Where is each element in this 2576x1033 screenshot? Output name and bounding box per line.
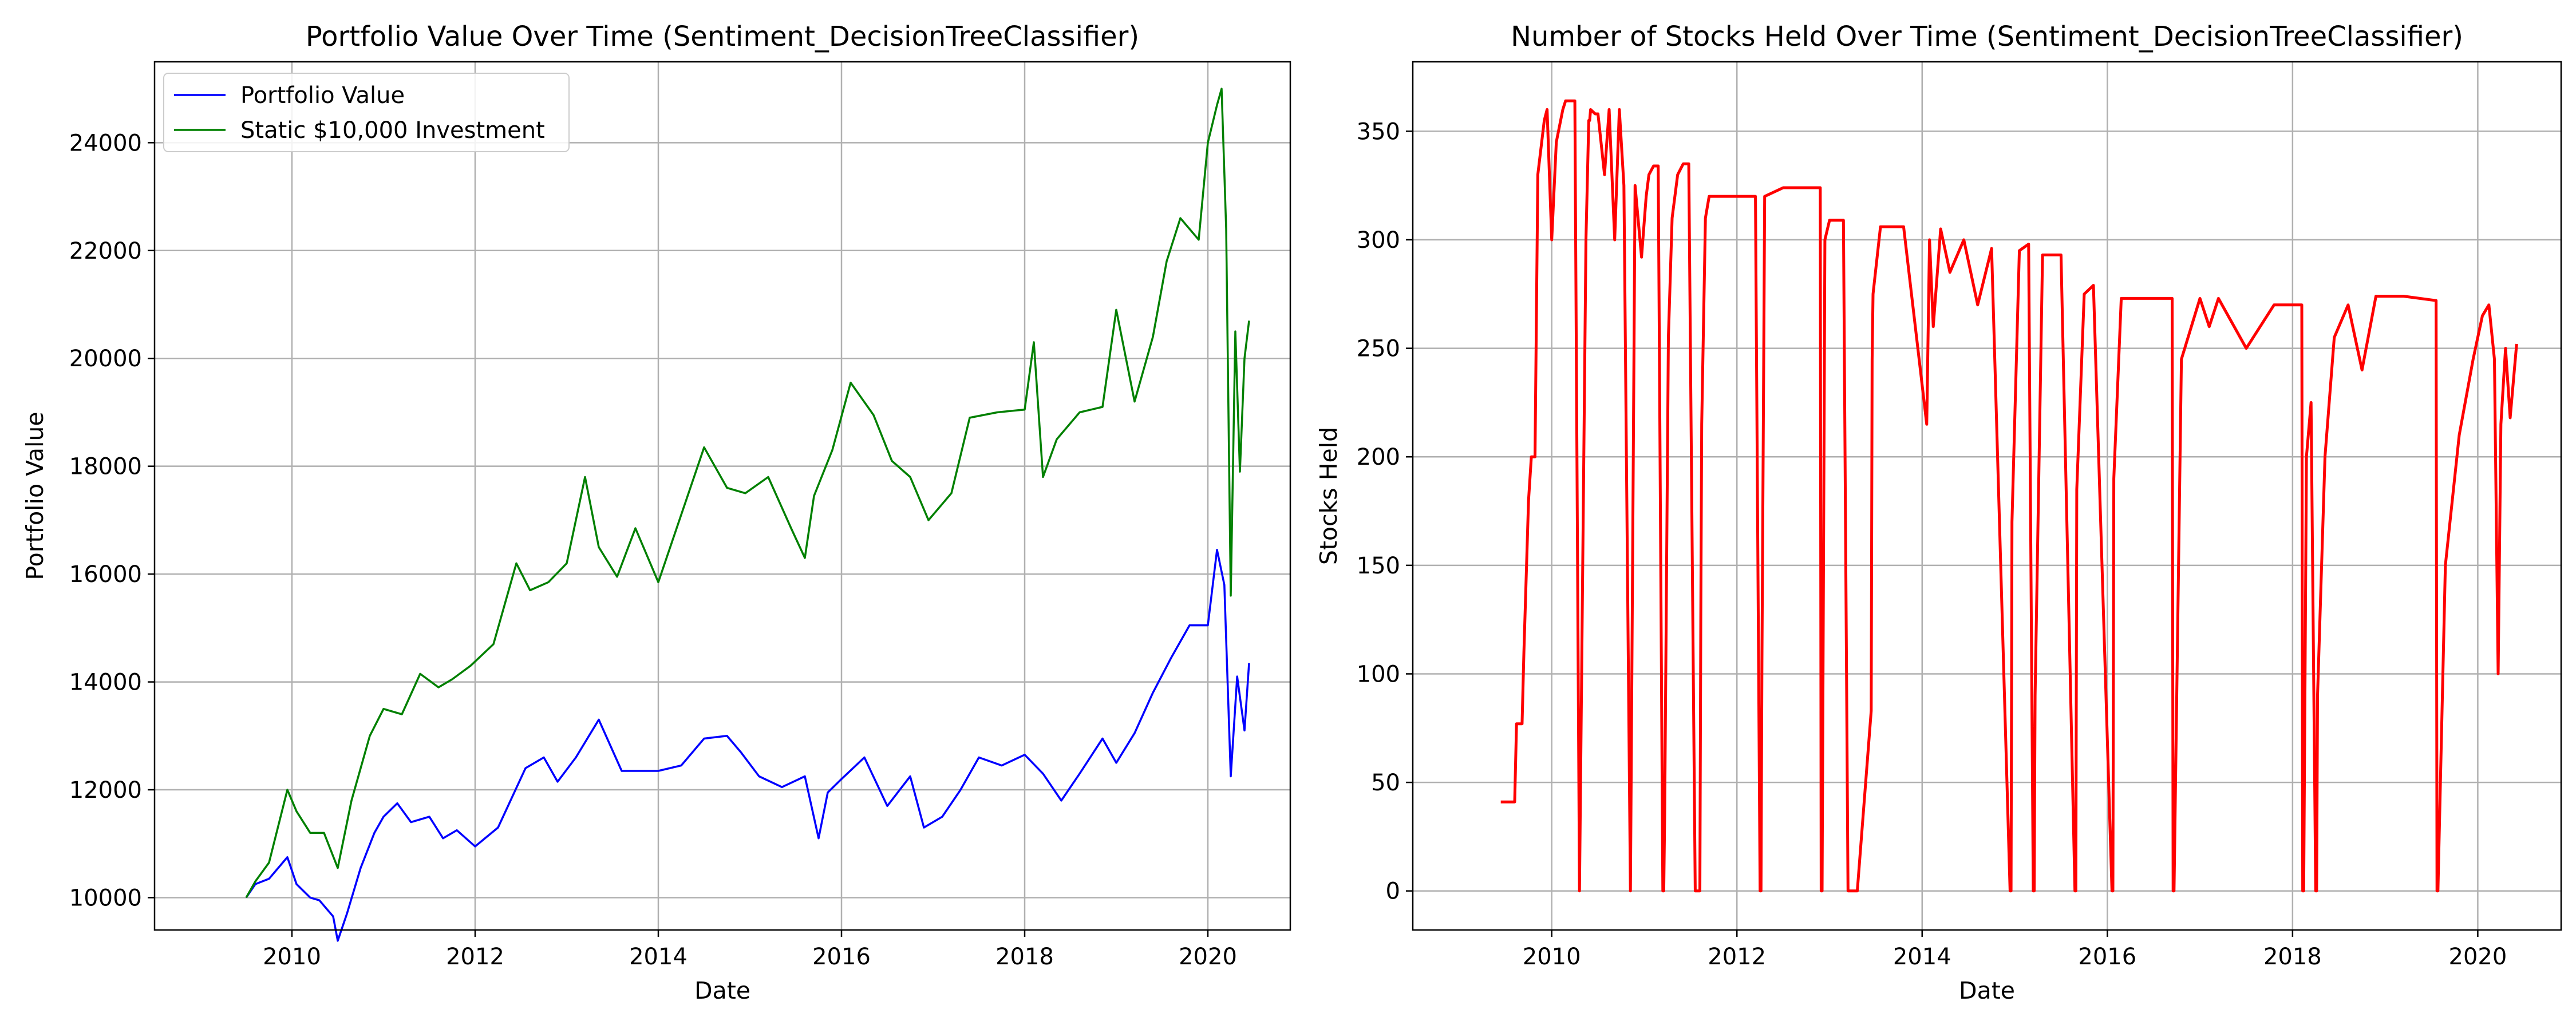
x-tick-label: 2020 xyxy=(1179,944,1237,970)
y-tick-label: 16000 xyxy=(69,561,142,588)
x-tick-label: 2020 xyxy=(2449,944,2507,970)
y-tick-label: 200 xyxy=(1357,444,1400,470)
x-tick-label: 2012 xyxy=(1708,944,1766,970)
y-tick-label: 350 xyxy=(1357,118,1400,145)
y-tick-label: 24000 xyxy=(69,130,142,156)
ticks: 2010 2012 2014 2016 2018 2020 10000 12000 14000 1… xyxy=(69,130,1237,970)
legend: Portfolio Value Static $10,000 Investmen… xyxy=(163,73,570,152)
y-tick-label: 10000 xyxy=(69,885,142,911)
y-tick-label: 18000 xyxy=(69,454,142,480)
x-tick-label: 2014 xyxy=(629,944,688,970)
y-tick-label: 50 xyxy=(1371,770,1400,796)
plot-frame xyxy=(1412,61,2562,931)
x-tick-label: 2016 xyxy=(812,944,871,970)
x-axis-label: Date xyxy=(1959,977,2015,1004)
plot-lines xyxy=(245,88,1250,942)
legend-label-portfolio-value: Portfolio Value xyxy=(240,82,405,109)
x-tick-label: 2018 xyxy=(2263,944,2322,970)
x-tick-label: 2010 xyxy=(263,944,321,970)
y-tick-label: 300 xyxy=(1357,227,1400,254)
y-tick-label: 0 xyxy=(1386,878,1400,905)
series-line-static-10-000-investment xyxy=(245,88,1250,899)
chart-title: Number of Stocks Held Over Time (Sentime… xyxy=(1511,21,2463,53)
y-axis-label: Portfolio Value xyxy=(21,411,49,580)
y-tick-label: 12000 xyxy=(69,777,142,804)
y-tick-label: 150 xyxy=(1357,553,1400,579)
x-tick-label: 2010 xyxy=(1523,944,1581,970)
y-tick-label: 22000 xyxy=(69,238,142,264)
x-tick-label: 2018 xyxy=(995,944,1054,970)
legend-box xyxy=(163,73,570,152)
plot-lines xyxy=(1500,99,2518,893)
x-tick-label: 2014 xyxy=(1893,944,1951,970)
grid xyxy=(155,62,1290,930)
y-tick-label: 20000 xyxy=(69,346,142,372)
stocks-held-chart: 2010 2012 2014 2016 2018 2020 0 50 100 150 200 250 3… xyxy=(1315,21,2562,1004)
chart-title: Portfolio Value Over Time (Sentiment_Dec… xyxy=(306,21,1139,53)
y-tick-label: 250 xyxy=(1357,336,1400,362)
x-tick-label: 2016 xyxy=(2078,944,2136,970)
x-tick-label: 2012 xyxy=(446,944,504,970)
y-axis-label: Stocks Held xyxy=(1315,427,1342,565)
x-axis-label: Date xyxy=(694,977,750,1004)
plot-frame xyxy=(153,61,1291,931)
legend-label-static-investment: Static $10,000 Investment xyxy=(240,117,545,144)
portfolio-value-chart: 2010 2012 2014 2016 2018 2020 10000 12000 14000 1… xyxy=(21,21,1291,1004)
ticks: 2010 2012 2014 2016 2018 2020 0 50 100 150 200 250 3… xyxy=(1357,118,2507,970)
y-tick-label: 100 xyxy=(1357,661,1400,687)
series-line-stocks-held xyxy=(1500,99,2518,893)
y-tick-label: 14000 xyxy=(69,670,142,696)
series-line-portfolio-value xyxy=(245,548,1250,942)
